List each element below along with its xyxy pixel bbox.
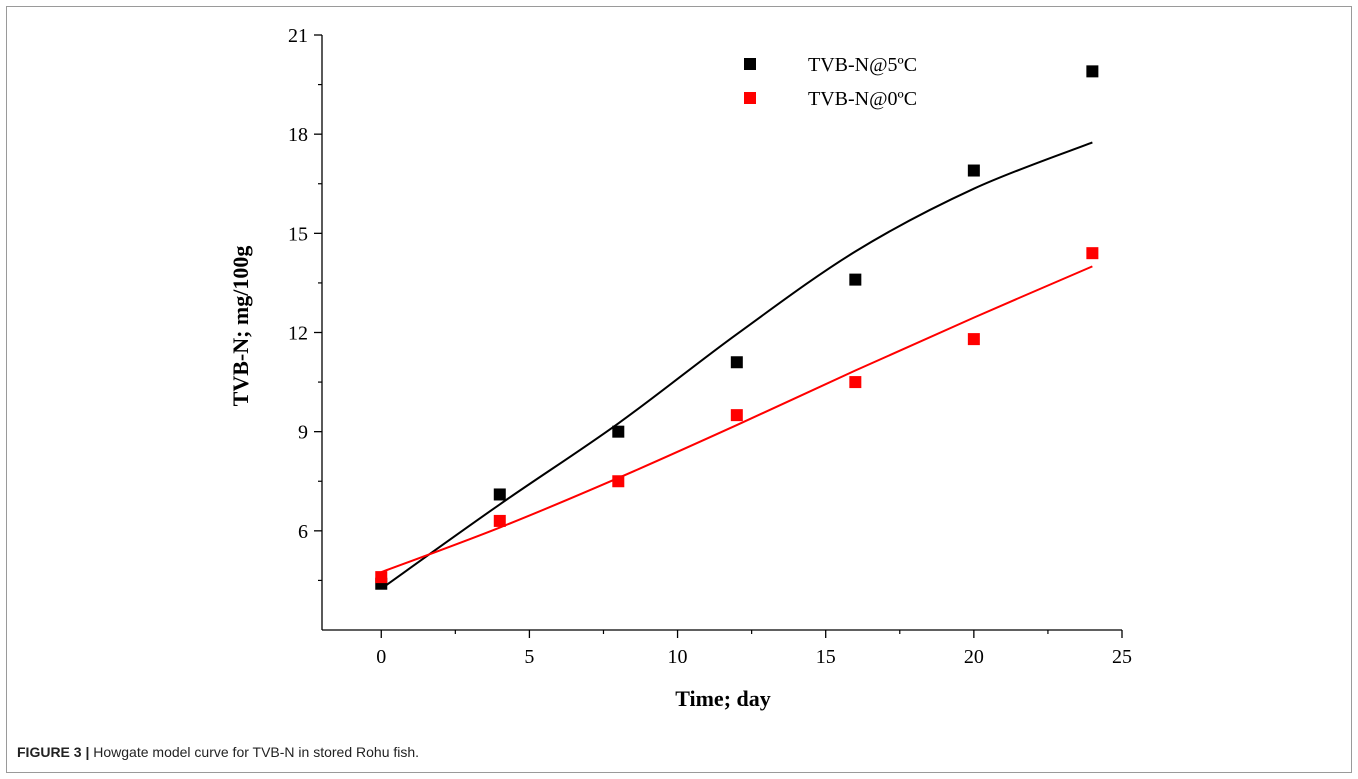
y-tick-label: 12 — [288, 323, 308, 345]
data-point-series-1 — [849, 273, 862, 286]
x-tick-label: 20 — [964, 646, 984, 668]
y-axis-label: TVB-N; mg/100g — [228, 246, 253, 407]
data-point-series-2 — [612, 475, 625, 488]
y-tick-label: 18 — [288, 124, 308, 146]
x-tick-label: 25 — [1112, 646, 1132, 668]
data-points — [375, 65, 1099, 590]
figure-caption: FIGURE 3 | Howgate model curve for TVB-N… — [17, 744, 419, 760]
x-axis-label: Time; day — [675, 686, 771, 711]
legend-label-series-1: TVB-N@5ºC — [808, 54, 917, 76]
y-tick-label: 6 — [298, 521, 308, 543]
data-point-series-2 — [493, 514, 506, 527]
y-tick-label: 21 — [288, 25, 308, 47]
fit-curve-series-1 — [380, 141, 1093, 590]
legend: TVB-N@5ºC TVB-N@0ºC — [744, 54, 917, 110]
y-tick-label: 15 — [288, 223, 308, 245]
data-point-series-1 — [967, 164, 980, 177]
data-point-series-2 — [1086, 247, 1099, 260]
legend-marker-series-2 — [744, 92, 756, 104]
data-point-series-1 — [730, 356, 743, 369]
x-tick-label: 0 — [376, 646, 386, 668]
data-point-series-1 — [1086, 65, 1099, 78]
data-point-series-1 — [493, 488, 506, 501]
x-tick-label: 5 — [524, 646, 534, 668]
legend-label-series-2: TVB-N@0ºC — [808, 88, 917, 110]
figure-caption-text: Howgate model curve for TVB-N in stored … — [93, 744, 420, 760]
figure-caption-label: FIGURE 3 | — [17, 744, 90, 760]
figure-frame — [6, 6, 1352, 773]
x-tick-label: 15 — [816, 646, 836, 668]
data-point-series-2 — [375, 571, 388, 584]
data-point-series-2 — [849, 376, 862, 389]
legend-marker-series-1 — [744, 58, 756, 70]
axes: 0 5 10 15 20 25 6 9 12 15 18 21 — [288, 25, 1132, 668]
x-tick-label: 10 — [668, 646, 688, 668]
data-point-series-2 — [730, 409, 743, 422]
data-point-series-1 — [612, 425, 625, 438]
y-tick-label: 9 — [298, 422, 308, 444]
fit-curves — [380, 141, 1093, 590]
data-point-series-2 — [967, 333, 980, 346]
fit-curve-series-2 — [380, 265, 1093, 574]
